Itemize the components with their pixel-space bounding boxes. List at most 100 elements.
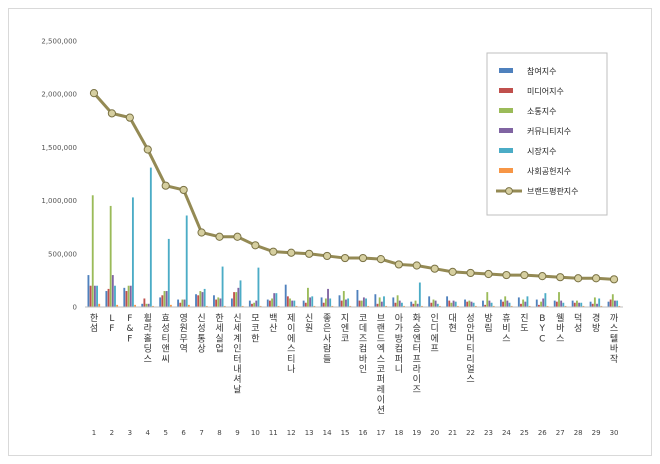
reputation-point-11 xyxy=(269,247,278,256)
bar-4-5 xyxy=(165,291,168,307)
bar-2-2 xyxy=(107,288,110,307)
category-index-17: 17 xyxy=(376,429,385,437)
bar-5-15 xyxy=(347,298,350,307)
y-tick-label: 0 xyxy=(73,304,77,312)
bar-4-3 xyxy=(129,285,132,307)
legend-label-2: 미디어지수 xyxy=(527,86,564,96)
category-index-27: 27 xyxy=(556,429,565,437)
reputation-point-23 xyxy=(484,269,493,279)
bar-5-18 xyxy=(400,302,403,307)
bar-5-29 xyxy=(598,298,601,307)
legend-swatch-3 xyxy=(499,108,513,113)
bar-1-27 xyxy=(553,300,556,307)
bar-1-1 xyxy=(87,275,90,307)
bar-3-3 xyxy=(127,285,130,307)
bar-4-11 xyxy=(273,293,276,307)
bar-1-2 xyxy=(105,291,108,307)
reputation-point-1 xyxy=(89,89,99,98)
bar-2-6 xyxy=(179,302,182,307)
bar-3-14 xyxy=(324,298,327,307)
bar-6-22 xyxy=(474,305,477,307)
bar-3-22 xyxy=(468,300,471,307)
bar-1-15 xyxy=(338,295,341,307)
bar-5-10 xyxy=(257,267,260,307)
bar-3-5 xyxy=(163,291,166,307)
y-axis: 0 500,000 1,000,000 1,500,000 2,000,000 2,500… xyxy=(41,38,77,312)
bar-3-25 xyxy=(522,299,525,307)
reputation-point-16 xyxy=(358,253,368,263)
bar-5-21 xyxy=(454,301,457,307)
category-index-23: 23 xyxy=(484,429,493,437)
bar-2-16 xyxy=(358,300,361,307)
bar-1-30 xyxy=(607,301,610,307)
legend-swatch-5 xyxy=(499,148,513,153)
bar-6-9 xyxy=(241,305,244,307)
reputation-point-19 xyxy=(412,261,421,270)
category-index-8: 8 xyxy=(217,429,221,437)
category-index-20: 20 xyxy=(430,429,439,437)
bar-6-7 xyxy=(205,305,208,307)
bar-6-1 xyxy=(98,303,101,307)
bar-6-12 xyxy=(295,305,298,307)
bar-2-1 xyxy=(89,285,92,307)
category-index-22: 22 xyxy=(466,429,475,437)
bar-5-20 xyxy=(436,303,439,307)
bar-3-11 xyxy=(271,298,273,307)
bar-1-26 xyxy=(535,299,538,307)
bar-1-17 xyxy=(374,294,377,307)
reputation-point-5 xyxy=(161,181,170,190)
bar-6-16 xyxy=(367,305,370,307)
bar-1-24 xyxy=(499,299,502,307)
bar-1-6 xyxy=(177,299,180,307)
bar-3-8 xyxy=(217,297,220,307)
category-index-29: 29 xyxy=(592,429,601,437)
category-index-14: 14 xyxy=(323,429,332,437)
reputation-point-7 xyxy=(197,228,206,237)
bar-2-25 xyxy=(520,303,522,307)
bar-3-23 xyxy=(486,292,489,307)
bar-5-7 xyxy=(203,288,206,307)
y-tick-label: 500,000 xyxy=(48,250,77,258)
bar-4-17 xyxy=(380,301,383,307)
bar-4-18 xyxy=(398,300,401,307)
category-index-12: 12 xyxy=(287,429,296,437)
bar-3-30 xyxy=(611,294,614,307)
reputation-point-2 xyxy=(107,109,117,118)
bar-5-12 xyxy=(293,300,296,307)
bar-5-4 xyxy=(149,167,152,307)
bar-3-29 xyxy=(593,297,596,307)
bar-6-20 xyxy=(439,305,441,307)
bar-3-26 xyxy=(540,301,542,307)
bar-1-21 xyxy=(446,296,449,307)
bar-1-19 xyxy=(410,301,413,307)
bar-2-9 xyxy=(233,292,235,307)
reputation-point-12 xyxy=(287,248,296,257)
bar-2-28 xyxy=(573,302,576,307)
bar-6-15 xyxy=(349,305,352,307)
bar-3-2 xyxy=(109,205,112,307)
reputation-point-13 xyxy=(305,249,314,258)
bar-4-19 xyxy=(416,303,419,307)
reputation-point-27 xyxy=(556,273,565,282)
category-index-18: 18 xyxy=(394,429,403,437)
bar-6-29 xyxy=(600,305,603,307)
bar-2-22 xyxy=(466,301,469,307)
category-index-3: 3 xyxy=(128,429,132,437)
bar-2-12 xyxy=(286,296,289,307)
bar-5-5 xyxy=(167,238,170,307)
bar-1-25 xyxy=(517,297,520,307)
reputation-point-18 xyxy=(394,260,403,269)
bar-3-27 xyxy=(558,292,560,307)
bar-2-19 xyxy=(412,303,415,307)
